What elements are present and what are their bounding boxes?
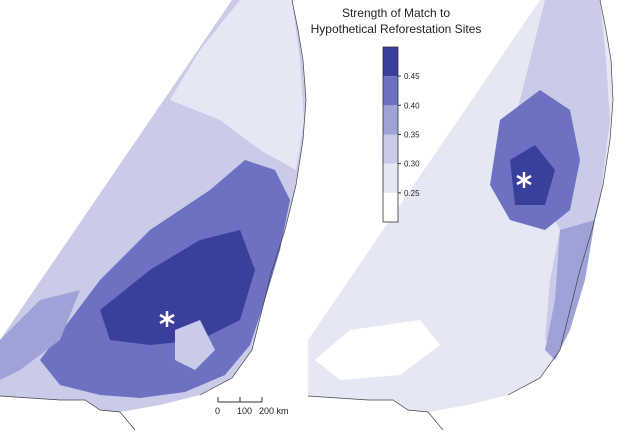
legend-swatch: [383, 105, 398, 135]
coastline: [307, 395, 444, 431]
region: [170, 0, 304, 170]
legend-swatch: [383, 163, 398, 193]
legend-label: 0.40: [404, 101, 420, 110]
scale-label: 100: [237, 406, 252, 416]
region: [100, 230, 255, 345]
site-marker: [159, 311, 175, 327]
right-map: [307, 0, 614, 431]
region: [0, 290, 80, 380]
legend-label: 0.25: [404, 189, 420, 198]
legend: 0.25 0.30 0.35 0.40 0.45: [382, 46, 420, 223]
site-marker: [516, 172, 532, 188]
left-map: [0, 0, 307, 431]
legend-swatch: [383, 134, 398, 164]
region: [545, 220, 595, 360]
coastline: [0, 395, 136, 431]
scale-label: 0: [215, 406, 220, 416]
coastline: [507, 0, 614, 396]
legend-label: 0.30: [404, 160, 420, 169]
scale-label: 200 km: [259, 406, 289, 416]
coastline: [199, 0, 307, 396]
legend-label: 0.45: [404, 72, 420, 81]
scale-bar: 0 100 200 km: [215, 397, 289, 416]
legend-title: Strength of Match to: [342, 6, 450, 20]
region: [510, 145, 555, 205]
region: [175, 320, 215, 370]
legend-swatch: [383, 192, 398, 222]
legend-label: 0.35: [404, 131, 420, 140]
legend-title: Hypothetical Reforestation Sites: [311, 22, 482, 36]
legend-swatch: [383, 76, 398, 106]
legend-swatch: [383, 47, 398, 77]
region: [315, 320, 440, 380]
